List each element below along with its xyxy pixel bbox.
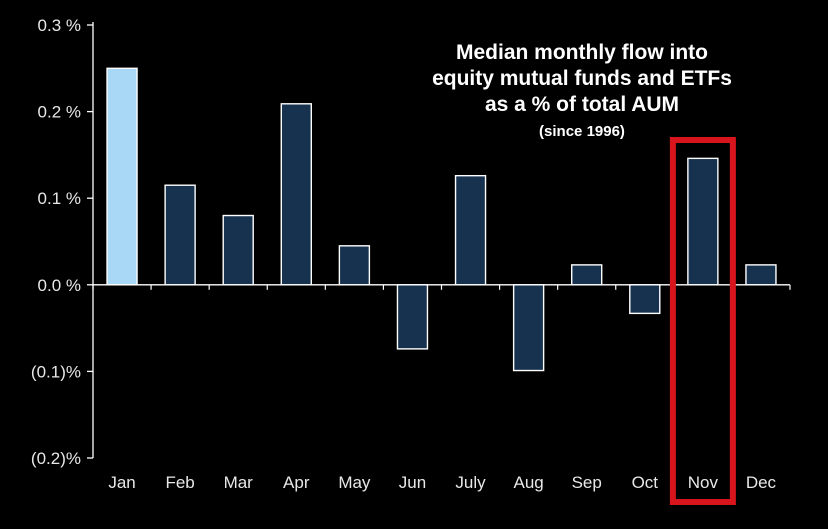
title-line: as a % of total AUM xyxy=(485,93,679,116)
bar-july xyxy=(454,174,487,286)
y-tick-label: 0.2 % xyxy=(38,103,81,122)
x-tick-label: Apr xyxy=(283,473,310,492)
x-tick-label: Dec xyxy=(746,473,777,492)
x-tick-label: Aug xyxy=(514,473,544,492)
bar-jun xyxy=(396,284,429,350)
bar-jan xyxy=(106,67,138,286)
chart-title: Median monthly flow into equity mutual f… xyxy=(432,41,732,140)
x-tick-label: May xyxy=(338,473,371,492)
x-tick-label: Nov xyxy=(688,473,719,492)
bar-mar xyxy=(222,214,254,286)
y-tick-label: 0.3 % xyxy=(38,16,81,35)
bar-may xyxy=(338,245,371,286)
title-line: equity mutual funds and ETFs xyxy=(432,67,732,90)
bar-aug xyxy=(512,284,545,372)
highlight-box xyxy=(669,137,736,505)
bar-feb xyxy=(164,184,196,286)
bar-nov xyxy=(687,157,719,286)
x-tick-label: Jan xyxy=(108,473,135,492)
bar-sep xyxy=(571,264,603,286)
y-tick-label: (0.2)% xyxy=(31,449,81,468)
y-tick-label: 0.0 % xyxy=(38,276,81,295)
y-tick-label: 0.1 % xyxy=(38,189,81,208)
x-ticks: Jan Feb Mar Apr May Jun July Aug Sep Oct Nov Dec xyxy=(92,284,791,492)
title-line: Median monthly flow into xyxy=(456,41,708,64)
chart-subtitle: (since 1996) xyxy=(539,123,625,140)
x-tick-label: Sep xyxy=(572,473,602,492)
y-tick-label: (0.1)% xyxy=(31,362,81,381)
x-tick-label: July xyxy=(455,473,486,492)
bar-dec xyxy=(745,264,777,286)
x-tick-label: Oct xyxy=(632,473,659,492)
x-tick-label: Feb xyxy=(165,473,194,492)
bar-oct xyxy=(629,284,661,315)
x-tick-label: Mar xyxy=(224,473,254,492)
x-tick-label: Jun xyxy=(399,473,426,492)
y-ticks: 0.3 % 0.2 % 0.1 % 0.0 % (0.1)% (0.2)% xyxy=(31,16,93,468)
bar-apr xyxy=(280,103,312,286)
